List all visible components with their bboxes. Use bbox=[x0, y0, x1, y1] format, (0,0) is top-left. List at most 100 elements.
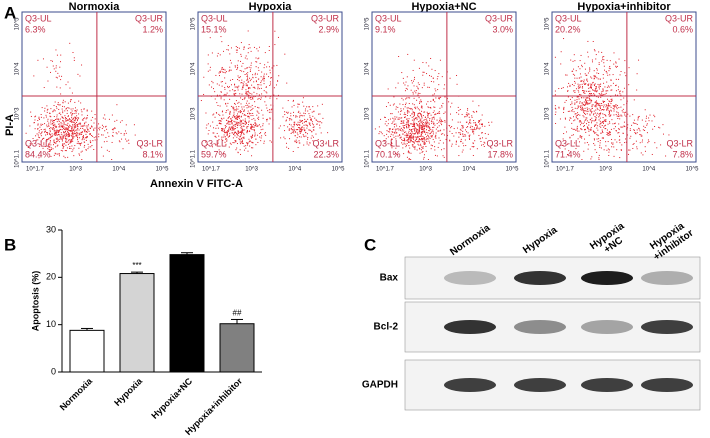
event-dot bbox=[56, 108, 57, 109]
event-dot bbox=[81, 159, 82, 160]
event-dot bbox=[587, 126, 588, 127]
event-dot bbox=[236, 148, 237, 149]
event-dot bbox=[50, 72, 51, 73]
event-dot bbox=[301, 115, 302, 116]
event-dot bbox=[409, 118, 410, 119]
event-dot bbox=[618, 112, 619, 113]
event-dot bbox=[410, 141, 411, 142]
event-dot bbox=[233, 134, 234, 135]
event-dot bbox=[237, 127, 238, 128]
event-dot bbox=[428, 117, 429, 118]
event-dot bbox=[55, 71, 56, 72]
event-dot bbox=[403, 83, 404, 84]
event-dot bbox=[649, 120, 650, 121]
event-dot bbox=[243, 84, 244, 85]
event-dot bbox=[249, 121, 250, 122]
event-dot bbox=[311, 119, 312, 120]
event-dot bbox=[239, 77, 240, 78]
event-dot bbox=[458, 114, 459, 115]
event-dot bbox=[414, 85, 415, 86]
x-tick-label: 10^1.7 bbox=[376, 167, 394, 173]
event-dot bbox=[257, 126, 258, 127]
event-dot bbox=[428, 159, 429, 160]
event-dot bbox=[250, 124, 251, 125]
event-dot bbox=[459, 132, 460, 133]
event-dot bbox=[67, 157, 68, 158]
event-dot bbox=[72, 127, 73, 128]
event-dot bbox=[599, 64, 600, 65]
event-dot bbox=[588, 56, 589, 57]
event-dot bbox=[634, 123, 635, 124]
event-dot bbox=[231, 120, 232, 121]
event-dot bbox=[603, 101, 604, 102]
event-dot bbox=[71, 115, 72, 116]
event-dot bbox=[258, 79, 259, 80]
event-dot bbox=[248, 111, 249, 112]
event-dot bbox=[418, 131, 419, 132]
event-dot bbox=[74, 57, 75, 58]
quadrant-name: Q3-LL bbox=[201, 138, 226, 148]
event-dot bbox=[414, 98, 415, 99]
event-dot bbox=[613, 114, 614, 115]
event-dot bbox=[241, 124, 242, 125]
event-dot bbox=[588, 84, 589, 85]
event-dot bbox=[88, 146, 89, 147]
event-dot bbox=[77, 74, 78, 75]
event-dot bbox=[300, 113, 301, 114]
event-dot bbox=[417, 133, 418, 134]
event-dot bbox=[221, 81, 222, 82]
event-dot bbox=[614, 109, 615, 110]
event-dot bbox=[315, 134, 316, 135]
event-dot bbox=[246, 94, 247, 95]
event-dot bbox=[57, 55, 58, 56]
event-dot bbox=[479, 128, 480, 129]
quadrant-percent: 0.6% bbox=[672, 24, 693, 34]
quadrant-percent: 70.1% bbox=[375, 149, 401, 159]
quadrant-percent: 84.4% bbox=[25, 149, 51, 159]
event-dot bbox=[226, 106, 227, 107]
event-dot bbox=[253, 81, 254, 82]
event-dot bbox=[609, 87, 610, 88]
event-dot bbox=[391, 134, 392, 135]
event-dot bbox=[30, 112, 31, 113]
event-dot bbox=[595, 88, 596, 89]
event-dot bbox=[295, 115, 296, 116]
event-dot bbox=[245, 145, 246, 146]
event-dot bbox=[234, 94, 235, 95]
event-dot bbox=[239, 136, 240, 137]
event-dot bbox=[473, 146, 474, 147]
band bbox=[641, 271, 693, 285]
event-dot bbox=[629, 67, 630, 68]
event-dot bbox=[595, 101, 596, 102]
event-dot bbox=[413, 120, 414, 121]
event-dot bbox=[408, 125, 409, 126]
event-dot bbox=[53, 122, 54, 123]
event-dot bbox=[467, 114, 468, 115]
event-dot bbox=[55, 119, 56, 120]
event-dot bbox=[405, 131, 406, 132]
event-dot bbox=[307, 111, 308, 112]
event-dot bbox=[435, 138, 436, 139]
x-tick-label: 10^3 bbox=[419, 167, 432, 173]
event-dot bbox=[232, 129, 233, 130]
event-dot bbox=[56, 131, 57, 132]
event-dot bbox=[261, 76, 262, 77]
event-dot bbox=[393, 134, 394, 135]
event-dot bbox=[121, 139, 122, 140]
event-dot bbox=[65, 129, 66, 130]
band bbox=[641, 320, 693, 334]
event-dot bbox=[622, 127, 623, 128]
event-dot bbox=[244, 126, 245, 127]
event-dot bbox=[488, 122, 489, 123]
event-dot bbox=[250, 110, 251, 111]
row-label: GAPDH bbox=[362, 380, 398, 391]
event-dot bbox=[436, 132, 437, 133]
event-dot bbox=[409, 158, 410, 159]
event-dot bbox=[462, 143, 463, 144]
event-dot bbox=[399, 103, 400, 104]
event-dot bbox=[114, 121, 115, 122]
event-dot bbox=[262, 129, 263, 130]
event-dot bbox=[581, 81, 582, 82]
event-dot bbox=[213, 114, 214, 115]
event-dot bbox=[247, 91, 248, 92]
